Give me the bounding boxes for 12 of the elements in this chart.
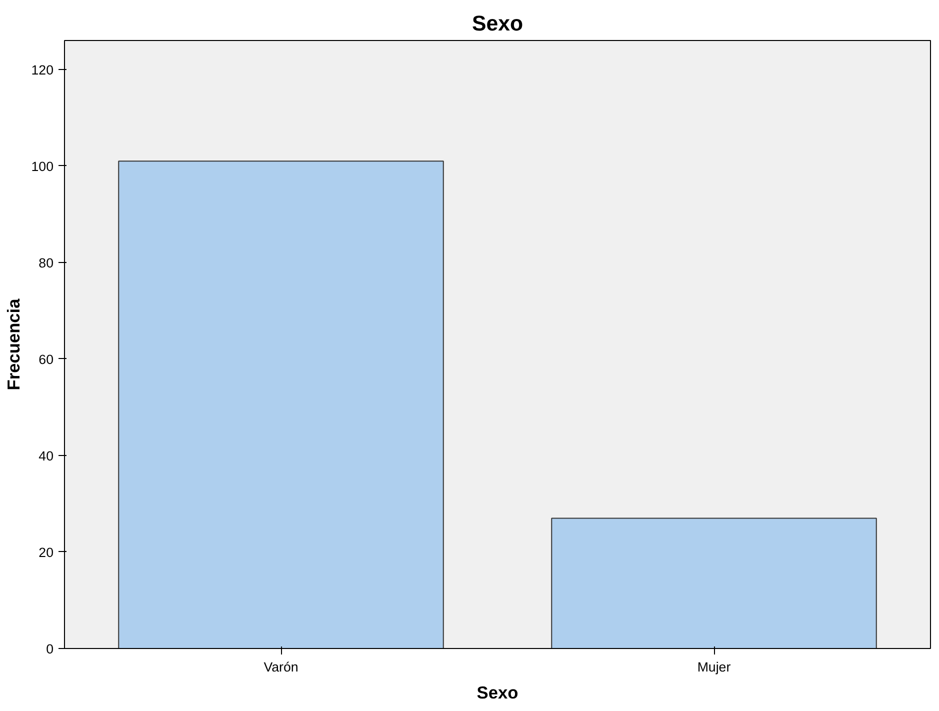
- y-tick-label: 40: [38, 448, 54, 464]
- y-tick-label: 80: [38, 255, 54, 270]
- y-tick-label: 100: [31, 158, 54, 174]
- x-tick-label: Mujer: [697, 660, 732, 674]
- chart-title: Sexo: [472, 12, 523, 36]
- y-tick-label: 0: [46, 642, 54, 656]
- x-axis-title: Sexo: [476, 682, 518, 702]
- y-tick-label: 120: [31, 62, 54, 78]
- x-tick-label: Varón: [264, 660, 298, 674]
- y-axis-title: Frecuencia: [3, 298, 24, 390]
- y-tick-label: 60: [38, 352, 54, 367]
- y-tick-label: 20: [38, 544, 54, 560]
